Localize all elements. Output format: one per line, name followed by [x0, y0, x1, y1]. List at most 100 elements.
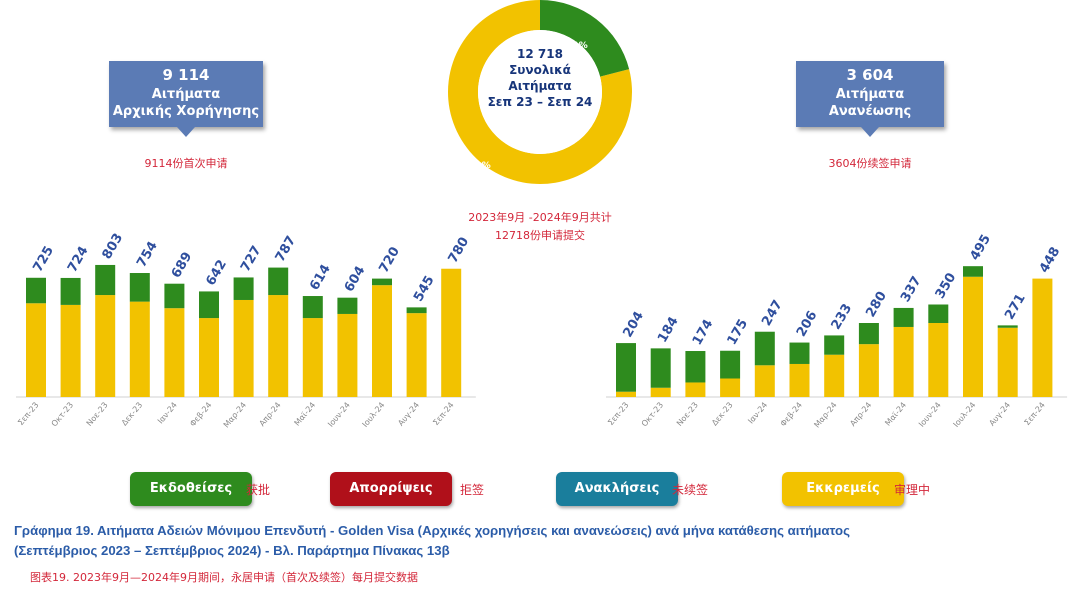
renewal-tick-label: Νοε-23: [675, 401, 700, 428]
initial-bar-issued: [26, 277, 46, 304]
legend-pending-cn: 审理中: [894, 483, 931, 497]
renewal-total-label: 204: [620, 309, 647, 340]
renewal-bar-issued: [754, 331, 775, 366]
renewal-tick-label: Απρ-24: [848, 401, 873, 429]
renewal-tick-label: Δεκ-23: [710, 401, 735, 428]
renewal-tick-label: Μαρ-24: [812, 401, 838, 430]
renewal-bar-issued: [928, 304, 949, 323]
donut-total: 12 718: [517, 47, 563, 61]
renewal-total-label: 174: [690, 317, 717, 348]
initial-total-label: 727: [238, 243, 265, 274]
donut-note-line1: 2023年9月 -2024年9月共计: [468, 211, 612, 224]
figure-caption-cn: 图表19. 2023年9月—2024年9月期间，永居申请（首次及续签）每月提交数…: [30, 571, 418, 584]
donut-issued-pct: 21%: [566, 41, 588, 51]
initial-bar-issued: [337, 297, 358, 314]
initial-requests-chart: 725 Σεπ-23 724 Οκτ-23 803 Νοε-23 754 Δεκ-23 689 Ι…: [16, 231, 476, 430]
renewal-total-label: 280: [863, 289, 890, 320]
initial-bar-issued: [60, 277, 81, 305]
initial-bar-pending: [406, 313, 427, 397]
initial-bar-issued: [268, 267, 289, 296]
initial-total-label: 724: [65, 244, 92, 275]
donut-note: 2023年9月 -2024年9月共计 12718份申请提交: [430, 209, 650, 245]
initial-bar-pending: [372, 285, 392, 397]
renewal-total-label: 206: [794, 309, 821, 340]
renewal-bar-pending: [754, 365, 775, 397]
initial-bar-pending: [26, 303, 46, 397]
renewal-requests-chart: 204 Σεπ-23 184 Οκτ-23 174 Νοε-23 175 Δεκ-23 247 Ι…: [606, 232, 1068, 430]
legend-rejected: Απορρίψεις: [330, 472, 452, 506]
renewal-bar-pending: [963, 276, 983, 397]
initial-bar-pending: [199, 318, 219, 397]
initial-requests-line1: Αιτήματα: [151, 87, 221, 102]
initial-requests-box: 9 114 Αιτήματα Αρχικής Χορήγησης: [109, 61, 263, 127]
renewal-total-label: 448: [1037, 245, 1064, 276]
renewal-bar-pending: [824, 354, 845, 397]
initial-total-label: 787: [273, 234, 300, 265]
initial-total-label: 780: [446, 235, 473, 266]
legend-revoked-cn: 未续签: [672, 483, 709, 497]
renewal-requests-box: 3 604 Αιτήματα Ανανέωσης: [796, 61, 944, 127]
initial-bar-issued: [199, 291, 219, 319]
initial-bar-issued: [164, 283, 185, 309]
initial-bar-issued: [129, 273, 150, 302]
initial-total-label: 725: [30, 244, 57, 275]
renewal-bar-pending: [1032, 278, 1053, 397]
initial-tick-label: Μαρ-24: [222, 401, 248, 430]
renewal-bar-pending: [789, 363, 810, 397]
renewal-tick-label: Ιουλ-24: [952, 401, 978, 430]
initial-bar-pending: [302, 318, 323, 397]
donut-pending-slice: [448, 0, 632, 185]
initial-bar-pending: [233, 299, 254, 397]
renewal-tick-label: Αυγ-24: [987, 401, 1012, 428]
initial-bar-pending: [129, 301, 150, 397]
renewal-tick-label: Φεβ-24: [779, 401, 804, 429]
renewal-bar-pending: [893, 326, 914, 397]
renewal-tick-label: Μαϊ-24: [883, 401, 908, 428]
initial-tick-label: Φεβ-24: [188, 401, 213, 429]
renewal-bar-pending: [928, 323, 949, 397]
renewal-total-label: 337: [898, 274, 925, 305]
initial-bar-issued: [95, 264, 116, 296]
legend-rejected-cn: 拒签: [460, 483, 485, 497]
donut-note-line2: 12718份申请提交: [495, 229, 585, 242]
initial-requests-arrow: [177, 127, 195, 137]
renewal-tick-label: Ιουν-24: [917, 401, 943, 429]
renewal-bar-issued: [616, 343, 636, 392]
renewal-tick-label: Ιαν-24: [746, 401, 769, 426]
initial-tick-label: Ιουν-24: [326, 401, 352, 429]
renewal-bar-pending: [997, 327, 1018, 397]
renewal-requests-note: 3604份续签申请: [828, 157, 912, 170]
caption-line1: Γράφημα 19. Αιτήματα Αδειών Μόνιμου Επεν…: [14, 523, 850, 538]
renewal-bar-pending: [720, 378, 741, 397]
renewal-bar-issued: [824, 335, 845, 355]
initial-bar-issued: [372, 278, 392, 286]
renewal-tick-label: Σεπ-24: [1023, 401, 1047, 428]
initial-bar-issued: [406, 307, 427, 314]
initial-total-label: 642: [203, 257, 230, 288]
legend-issued: Εκδοθείσες: [130, 472, 252, 506]
renewal-bar-issued: [893, 307, 914, 327]
renewal-bar-issued: [685, 351, 706, 383]
initial-tick-label: Σεπ-23: [16, 401, 40, 428]
initial-total-label: 604: [342, 264, 369, 295]
caption-line2: (Σεπτέμβριος 2023 – Σεπτέμβριος 2024) - …: [14, 543, 450, 558]
initial-total-label: 754: [134, 239, 161, 270]
initial-tick-label: Ιαν-24: [156, 401, 179, 426]
donut-pending-pct: 79%: [469, 161, 491, 171]
renewal-total-label: 175: [725, 317, 752, 348]
initial-total-label: 720: [376, 245, 403, 276]
initial-bar-pending: [95, 295, 116, 397]
renewal-requests-line1: Αιτήματα: [835, 87, 905, 102]
renewal-tick-label: Οκτ-23: [640, 401, 665, 429]
renewal-bar-pending: [858, 344, 879, 397]
initial-total-label: 614: [307, 262, 334, 293]
renewal-requests-count: 3 604: [846, 66, 894, 84]
renewal-tick-label: Σεπ-23: [606, 401, 630, 428]
initial-requests-line2: Αρχικής Χορήγησης: [112, 104, 260, 119]
initial-total-label: 803: [100, 231, 127, 262]
initial-tick-label: Νοε-23: [85, 401, 110, 428]
total-requests-donut: 21% 79%: [448, 0, 632, 185]
initial-requests-count: 9 114: [162, 66, 210, 84]
donut-line1: Συνολικά: [509, 63, 571, 77]
initial-bar-pending: [268, 295, 289, 397]
